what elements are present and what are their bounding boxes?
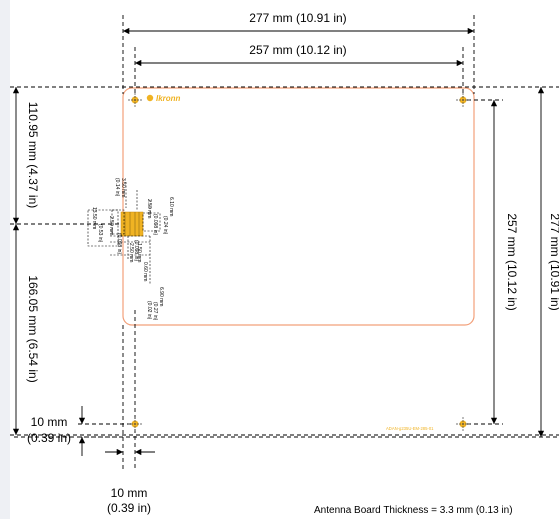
feed-dim-b: 2.50 mm <box>146 199 152 218</box>
feed-dim-g: 6.90 mm <box>158 287 164 306</box>
hole-offset-v-in-label: (0.39 in) <box>27 431 71 445</box>
feed-dim-a: 3.50 mm <box>120 178 126 197</box>
mounting-hole-top-left <box>128 93 142 107</box>
board-outline <box>122 87 475 326</box>
feed-dim-i: 1.50 mm <box>136 243 142 262</box>
board-thickness-note: Antenna Board Thickness = 3.3 mm (0.13 i… <box>314 505 513 516</box>
mounting-holes <box>128 93 470 431</box>
hole-offset-h-mm-label: 10 mm <box>111 486 148 500</box>
feed-dim-f: 2.50 mm <box>128 243 134 262</box>
feed-dim-e-in: (0.53 in) <box>97 224 103 243</box>
top-to-feed-label: 110.95 mm (4.37 in) <box>26 102 40 209</box>
feed-dim-c: 6.10 mm <box>168 197 174 216</box>
feed-dim-g-in: (0.27 in) <box>152 302 158 321</box>
mounting-hole-top-right <box>456 93 470 107</box>
outer-height-label: 277 mm (10.91 in) <box>548 213 559 310</box>
board-logo: Ikronn <box>146 94 181 103</box>
left-strip <box>0 0 10 519</box>
mounting-hole-bottom-left <box>128 417 142 431</box>
feed-detail-dims <box>87 182 161 285</box>
feed-dim-h-in: (0.02 in) <box>146 301 152 320</box>
feed-detail: 3.50 mm (0.14 in) 2.50 mm (0.098 in) 6.1… <box>87 178 174 321</box>
logo-text: Ikronn <box>156 94 181 103</box>
feed-dim-a-in: (0.14 in) <box>114 178 120 197</box>
feed-dim-d: 2.50 mm <box>108 216 114 235</box>
inner-height-label: 257 mm (10.12 in) <box>505 213 519 310</box>
feed-dim-b-in: (0.098 in) <box>152 214 158 235</box>
extension-lines <box>10 15 559 470</box>
dimension-lines <box>12 27 545 456</box>
mounting-hole-bottom-right <box>456 417 470 431</box>
feed-to-bottom-label: 166.05 mm (6.54 in) <box>26 275 40 382</box>
feed-dim-d-in: (0.098 in) <box>116 233 122 254</box>
logo-mark-icon <box>146 94 154 102</box>
feed-dim-e: 13.50 mm <box>91 207 97 229</box>
feed-dim-f-in: (0.098 in) <box>133 240 139 261</box>
part-label: ADAN-g235U-EM-285-01 <box>386 426 434 431</box>
feed-pad <box>120 211 144 237</box>
outer-width-label: 277 mm (10.91 in) <box>249 11 346 25</box>
inner-width-label: 257 mm (10.12 in) <box>249 43 346 57</box>
hole-offset-h-in-label: (0.39 in) <box>107 501 151 515</box>
feed-dim-c-in: (0.24 in) <box>162 216 168 235</box>
feed-dim-h: 0.60 mm <box>142 262 148 281</box>
hole-offset-v-mm-label: 10 mm <box>31 415 68 429</box>
